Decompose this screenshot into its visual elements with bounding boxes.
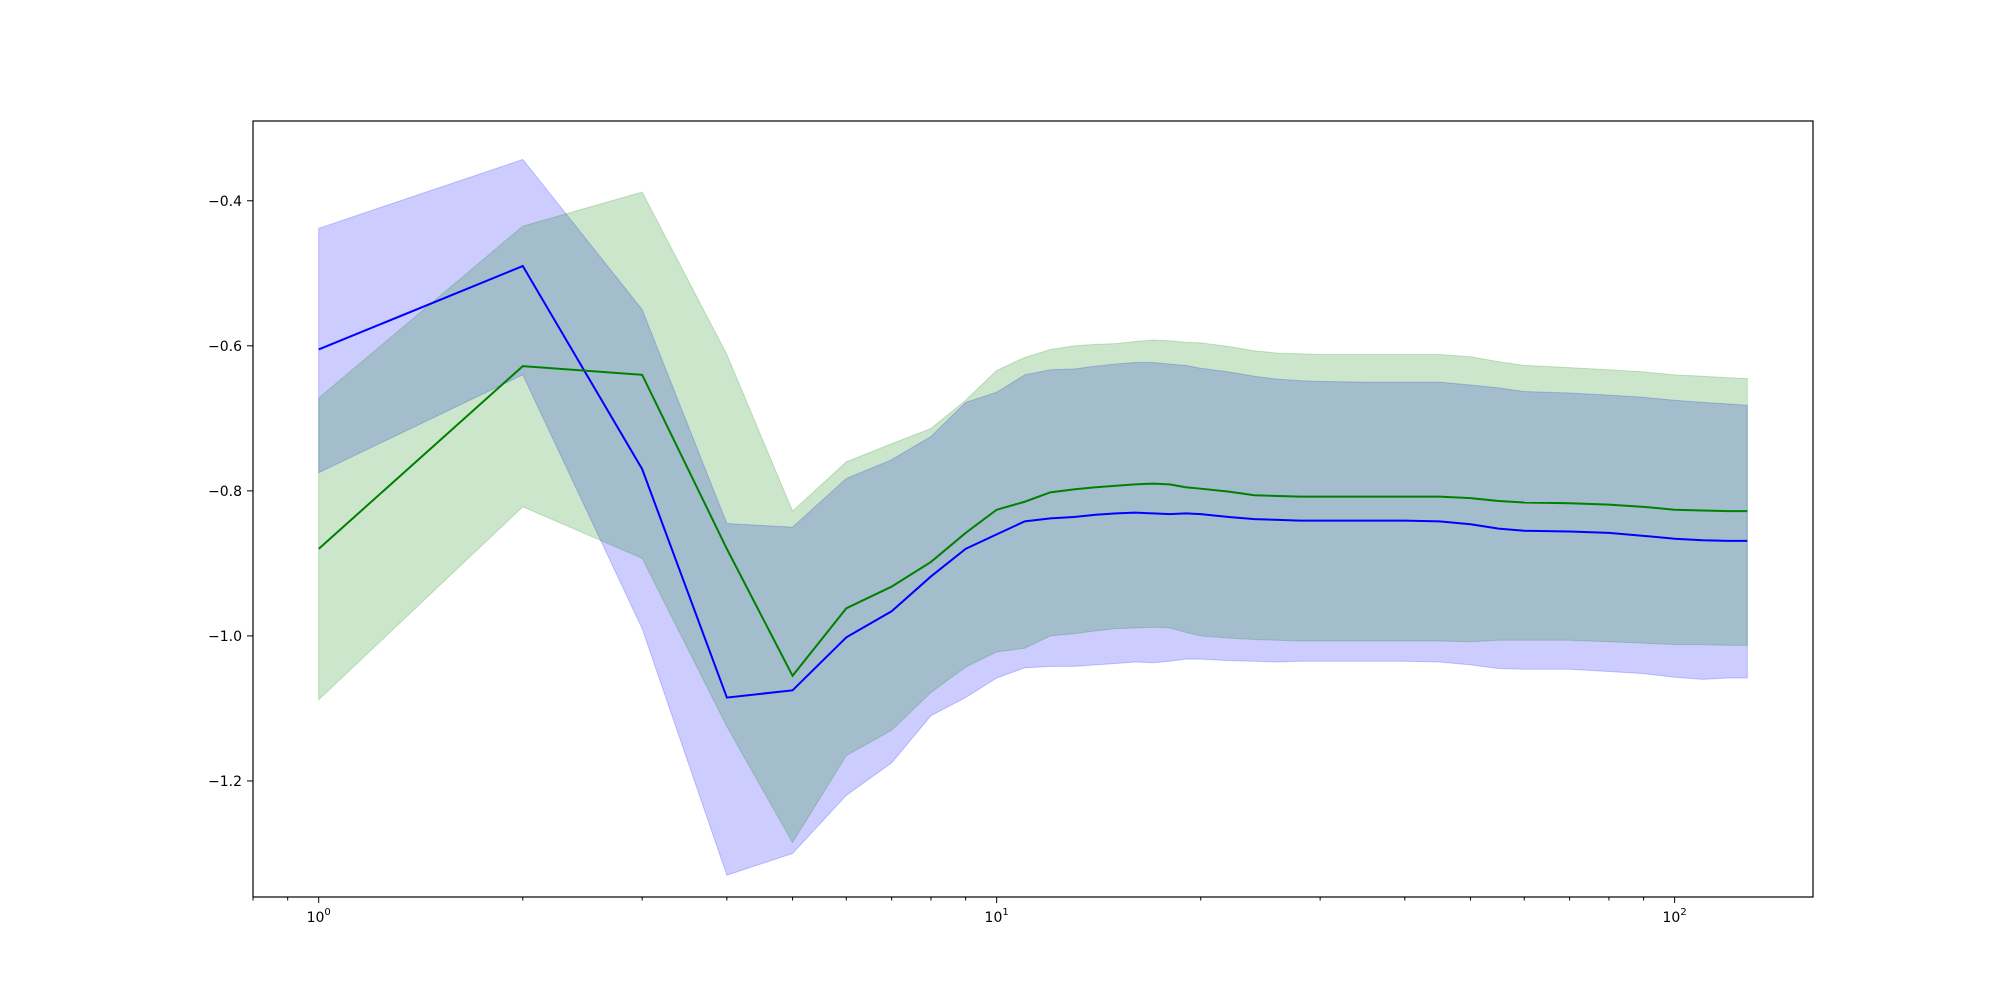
- band-series-2: [318, 191, 1748, 844]
- y-tick-label: −0.8: [208, 484, 242, 500]
- line-series-2: [318, 365, 1748, 678]
- y-tick-label: −0.4: [208, 194, 242, 210]
- series-lines: [318, 264, 1748, 699]
- x-tick-label: 102: [1663, 907, 1687, 926]
- line-series-1: [318, 264, 1748, 699]
- plot-frame: [252, 120, 1814, 898]
- y-tick-label: −0.6: [208, 339, 242, 355]
- x-tick-label: 101: [985, 907, 1009, 926]
- band-series-1: [318, 158, 1748, 876]
- y-tick-label: −1.2: [208, 774, 242, 790]
- x-tick-label: 100: [307, 907, 331, 926]
- y-tick-label: −1.0: [208, 629, 242, 645]
- confidence-bands: [318, 158, 1748, 876]
- axis-ticks: −1.2 −1.0 −0.8 −0.6 −0.4 100 101 102: [208, 194, 1687, 926]
